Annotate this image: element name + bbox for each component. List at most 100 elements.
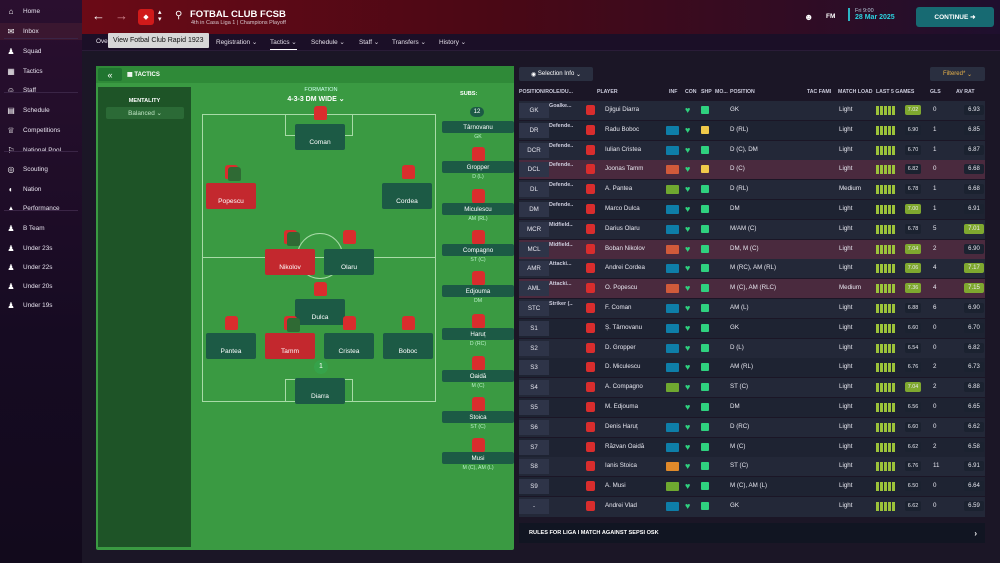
sidebar-item[interactable]: ▲ Performance (0, 200, 82, 217)
sidebar-item[interactable]: ▤ Schedule (0, 102, 82, 119)
sub-player[interactable]: Stoica (442, 411, 514, 423)
column-header[interactable]: LAST 5 GAMES (876, 89, 915, 95)
table-row[interactable]: S5 M. Edjouma ♥ DM Light 6.56 0 6.65 (519, 398, 985, 417)
pitch-player[interactable]: Cordea (382, 183, 432, 209)
filter-button[interactable]: Filtered* ⌄ (930, 67, 985, 81)
table-row[interactable]: S9 A. Musi ♥ M (C), AM (L) Light 6.50 0 6.64 (519, 477, 985, 497)
column-header[interactable]: INF (669, 89, 678, 95)
column-header[interactable]: SHP (701, 89, 712, 95)
sidebar-item[interactable]: ☺ Staff (0, 82, 82, 99)
pitch-player[interactable]: Olaru (324, 249, 374, 275)
column-header[interactable]: GLS (930, 89, 941, 95)
info-badge[interactable] (666, 244, 679, 254)
info-badge[interactable] (666, 224, 679, 234)
menu-item[interactable]: Registration ⌄ (216, 38, 257, 46)
table-row[interactable]: S6 Denis Haruț ♥ D (RC) Light 6.60 0 6.62 (519, 417, 985, 437)
club-name[interactable]: FOTBAL CLUB FCSB (190, 9, 286, 20)
pitch-player[interactable]: Dulca (295, 299, 345, 325)
sub-player[interactable]: Oaidă (442, 370, 514, 382)
column-header[interactable]: POSITION (730, 89, 755, 95)
sub-player[interactable]: Miculescu (442, 203, 514, 215)
club-switch-icon[interactable]: ▴ ▾ (158, 9, 162, 23)
info-badge[interactable] (666, 165, 679, 175)
info-badge[interactable] (666, 284, 679, 294)
table-row[interactable]: S3 D. Miculescu ♥ AM (RL) Light 6.76 2 6.73 (519, 358, 985, 378)
sidebar-item[interactable]: ✉ Inbox (0, 23, 82, 40)
table-row[interactable]: S1 Ș. Târnovanu ♥ GK Light 6.60 0 6.70 (519, 318, 985, 338)
sidebar-item[interactable]: ▦ Tactics (0, 63, 82, 80)
sub-player[interactable]: Edjouma (442, 285, 514, 297)
table-row[interactable]: STC Striker (... F. Coman ♥ AM (L) Light 6.88 6… (519, 299, 985, 318)
selection-info-button[interactable]: ◉ Selection Info ⌄ (519, 67, 593, 81)
info-badge[interactable] (666, 185, 679, 195)
table-row[interactable]: DR Defende... Radu Boboc ♥ D (RL) Light 6.90 1 6… (519, 120, 985, 140)
sidebar-item[interactable]: ♟ Under 20s (0, 278, 82, 295)
pitch-player[interactable]: Boboc (383, 333, 433, 359)
table-row[interactable]: S7 Răzvan Oaidă ♥ M (C) Light 6.62 2 6.58 (519, 437, 985, 457)
collapse-button[interactable]: « (98, 68, 122, 81)
sub-player[interactable]: Musi (442, 452, 514, 464)
info-badge[interactable] (666, 205, 679, 214)
pitch-player[interactable]: Tamm (265, 333, 315, 359)
pitch-player[interactable]: Nikolov (265, 249, 315, 275)
info-badge[interactable] (666, 323, 679, 333)
continue-button[interactable]: CONTINUE ➜ (916, 7, 994, 27)
pitch-player[interactable]: Coman (295, 124, 345, 150)
column-header[interactable]: TAC FAMI (807, 89, 832, 95)
column-header[interactable]: POSITION/ROLE/DU... (519, 89, 573, 95)
info-badge[interactable] (666, 442, 679, 452)
menu-item[interactable]: Transfers ⌄ (392, 38, 426, 46)
table-row[interactable]: MCR Midfield... Darius Olaru ♥ M/AM (C) Light… (519, 219, 985, 239)
table-row[interactable]: MCL Midfield... Boban Nikolov ♥ DM, M (C) Lig… (519, 239, 985, 259)
info-badge[interactable] (666, 363, 679, 373)
column-header[interactable]: PLAYER (597, 89, 618, 95)
column-header[interactable]: AV RAT (956, 89, 975, 95)
table-row[interactable]: DM Defende... Marco Dulca ♥ DM Light 7.00 1 6.91 (519, 200, 985, 219)
info-badge[interactable] (666, 422, 679, 432)
rules-bar[interactable]: RULES FOR LIGA I MATCH AGAINST SEPSI OSK… (519, 523, 985, 543)
search-icon[interactable]: ⚲ (175, 10, 183, 21)
mentality-select[interactable]: Balanced ⌄ (106, 107, 184, 119)
info-badge[interactable] (666, 125, 679, 135)
table-row[interactable]: S2 D. Gropper ♥ D (L) Light 6.54 0 6.82 (519, 338, 985, 358)
info-badge[interactable] (666, 383, 679, 393)
sidebar-item[interactable]: ◐ Nation (0, 181, 82, 198)
social-icon[interactable]: ☻ (804, 12, 814, 22)
menu-item[interactable]: Ove (96, 38, 108, 45)
sidebar-item[interactable]: ♟ Under 19s (0, 297, 82, 314)
forward-icon[interactable]: → (115, 8, 128, 23)
sidebar-item[interactable]: ♟ B Team (0, 220, 82, 237)
pitch-player[interactable]: Cristea (324, 333, 374, 359)
sidebar-item[interactable]: ⚐ National Pool (0, 142, 82, 159)
info-badge[interactable] (666, 304, 679, 313)
sub-player[interactable]: Compagno (442, 244, 514, 256)
info-badge[interactable] (666, 264, 679, 274)
table-row[interactable]: AMR Attacki... Andrei Cordea ♥ M (RC), AM (R… (519, 259, 985, 279)
table-row[interactable]: DCL Defende... Joonas Tamm ♥ D (C) Light 6.82 0… (519, 160, 985, 180)
sub-player[interactable]: Haruț (442, 328, 514, 340)
table-row[interactable]: S4 A. Compagno ♥ ST (C) Light 7.04 2 6.88 (519, 378, 985, 398)
fm-logo[interactable]: FM (826, 13, 836, 20)
sidebar-item[interactable]: ◎ Scouting (0, 161, 82, 178)
table-row[interactable]: DL Defende... A. Pantea ♥ D (RL) Medium 6.78 1 6… (519, 180, 985, 200)
menu-item[interactable]: Staff ⌄ (359, 38, 379, 46)
sub-player[interactable]: Gropper (442, 161, 514, 173)
menu-item[interactable]: History ⌄ (439, 38, 466, 46)
column-header[interactable]: MATCH LOAD (838, 89, 873, 95)
menu-item[interactable]: Schedule ⌄ (311, 38, 345, 46)
info-badge[interactable] (666, 343, 679, 353)
info-badge[interactable] (666, 502, 679, 511)
info-badge[interactable] (666, 145, 679, 155)
pitch-player[interactable]: Popescu (206, 183, 256, 209)
column-header[interactable]: MO... (715, 89, 728, 95)
date-display[interactable]: Fri 9:00 28 Mar 2025 (848, 8, 895, 21)
table-row[interactable]: - Andrei Vlad ♥ GK Light 6.62 0 6.59 (519, 497, 985, 517)
column-header[interactable]: CON (685, 89, 697, 95)
table-row[interactable]: DCR Defende... Iulian Cristea ♥ D (C), DM Lig… (519, 140, 985, 160)
table-row[interactable]: S8 Ianis Stoica ♥ ST (C) Light 6.76 11 6.91 (519, 457, 985, 477)
club-badge-icon[interactable]: ◆ (138, 9, 154, 25)
table-row[interactable]: AML Attacki... O. Popescu ♥ M (C), AM (RLC) M… (519, 279, 985, 299)
sidebar-item[interactable]: ♟ Under 22s (0, 259, 82, 276)
table-row[interactable]: GK Goalke... Djigui Diarra ♥ GK Light 7.02 0 6.9… (519, 101, 985, 120)
back-icon[interactable]: ← (92, 8, 105, 23)
